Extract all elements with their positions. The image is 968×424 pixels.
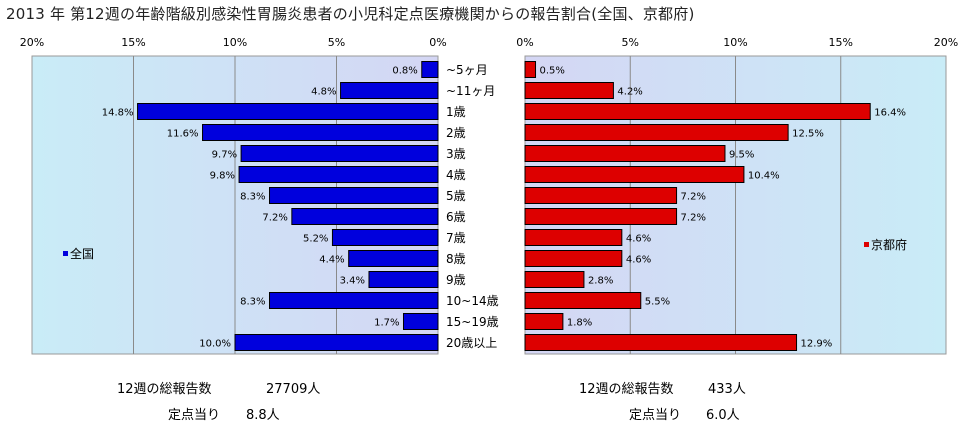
category-label: 9歳: [446, 273, 466, 287]
category-label: 3歳: [446, 147, 466, 161]
bar-national: [368, 271, 439, 288]
bar-kyoto: [524, 61, 537, 78]
bar-national: [202, 124, 439, 141]
tick-label-left: 5%: [328, 36, 345, 49]
tick-label-left: 20%: [20, 36, 44, 49]
category-label: 15~19歳: [446, 315, 499, 329]
tick-label-right: 0%: [516, 36, 533, 49]
data-label-kyoto: 5.5%: [645, 297, 670, 308]
data-label-kyoto: 10.4%: [748, 171, 780, 182]
bar-kyoto: [524, 250, 623, 267]
bar-kyoto: [524, 145, 726, 162]
legend-swatch-national: [63, 251, 68, 256]
bar-kyoto: [524, 208, 678, 225]
bar-kyoto: [524, 229, 623, 246]
tick-label-left: 15%: [121, 36, 145, 49]
bar-national: [291, 208, 439, 225]
data-label-national: 7.2%: [262, 213, 287, 224]
category-label: ~5ヶ月: [446, 63, 488, 77]
data-label-national: 11.6%: [167, 129, 199, 140]
data-label-kyoto: 1.8%: [567, 318, 592, 329]
data-label-kyoto: 2.8%: [588, 276, 613, 287]
data-label-national: 9.7%: [212, 150, 237, 161]
category-label: 20歳以上: [446, 336, 497, 350]
data-label-national: 4.4%: [319, 255, 344, 266]
bar-kyoto: [524, 271, 585, 288]
tick-label-right: 20%: [934, 36, 958, 49]
bar-national: [269, 187, 439, 204]
legend-label-national: 全国: [70, 246, 94, 261]
data-label-national: 8.3%: [240, 192, 265, 203]
legend-kyoto: 京都府: [864, 237, 907, 252]
category-label: 1歳: [446, 105, 466, 119]
category-label: 4歳: [446, 168, 466, 182]
bar-national: [331, 229, 439, 246]
tick-label-right: 10%: [723, 36, 747, 49]
kyoto-per-label: 定点当り: [629, 408, 682, 423]
data-label-kyoto: 0.5%: [540, 66, 565, 77]
category-label: 6歳: [446, 210, 466, 224]
data-label-kyoto: 4.2%: [617, 87, 642, 98]
data-label-national: 8.3%: [240, 297, 265, 308]
legend-national: 全国: [63, 246, 94, 261]
data-label-kyoto: 4.6%: [626, 255, 651, 266]
data-label-national: 10.0%: [199, 339, 231, 350]
bar-kyoto: [524, 187, 678, 204]
data-label-national: 9.8%: [210, 171, 235, 182]
data-label-national: 14.8%: [102, 108, 134, 119]
legend-label-kyoto: 京都府: [871, 237, 907, 252]
page-title: 2013 年 第12週の年齢階級別感染性胃腸炎患者の小児科定点医療機関からの報告…: [6, 5, 695, 23]
bar-national: [421, 61, 439, 78]
bar-kyoto: [524, 292, 642, 309]
kyoto-total-label: 12週の総報告数: [579, 382, 674, 397]
category-label: 7歳: [446, 231, 466, 245]
data-label-kyoto: 12.5%: [792, 129, 824, 140]
national-per-label: 定点当り: [168, 408, 221, 423]
data-label-kyoto: 9.5%: [729, 150, 754, 161]
category-label: 5歳: [446, 189, 466, 203]
bar-national: [348, 250, 439, 267]
data-label-national: 5.2%: [303, 234, 328, 245]
data-label-kyoto: 4.6%: [626, 234, 651, 245]
data-label-national: 4.8%: [311, 87, 336, 98]
category-label: 10~14歳: [446, 294, 499, 308]
bar-kyoto: [524, 334, 798, 351]
data-label-national: 0.8%: [392, 66, 417, 77]
bar-kyoto: [524, 82, 614, 99]
bars: 0.8% 0.5% 4.8% 4.2% 14.8% 16.4% 11.6% 12.5% 9.7%…: [102, 61, 906, 351]
bar-kyoto: [524, 124, 789, 141]
bar-national: [234, 334, 439, 351]
national-total-value: 27709人: [266, 382, 321, 397]
category-label: ~11ヶ月: [446, 84, 495, 98]
bar-national: [137, 103, 439, 120]
category-label: 8歳: [446, 252, 466, 266]
bar-national: [340, 82, 439, 99]
bar-kyoto: [524, 166, 745, 183]
axis-ticks: 20% 15% 10% 5% 0% 0% 5% 10% 15% 20%: [20, 36, 958, 49]
bar-national: [402, 313, 439, 330]
data-label-kyoto: 12.9%: [801, 339, 833, 350]
bar-national: [269, 292, 439, 309]
tick-label-left: 10%: [223, 36, 247, 49]
national-total-label: 12週の総報告数: [117, 382, 212, 397]
bar-kyoto: [524, 313, 564, 330]
tick-label-right: 15%: [829, 36, 853, 49]
data-label-national: 3.4%: [340, 276, 365, 287]
tick-label-left: 0%: [429, 36, 446, 49]
data-label-national: 1.7%: [374, 318, 399, 329]
tick-label-right: 5%: [622, 36, 639, 49]
bar-national: [240, 145, 439, 162]
data-label-kyoto: 7.2%: [681, 213, 706, 224]
bar-kyoto: [524, 103, 871, 120]
bar-national: [238, 166, 439, 183]
legend-swatch-kyoto: [864, 242, 869, 247]
category-labels: ~5ヶ月 ~11ヶ月 1歳 2歳 3歳 4歳 5歳 6歳 7歳 8歳 9歳 10~14歳 15~19歳 2…: [446, 63, 499, 350]
national-per-value: 8.8人: [246, 408, 280, 423]
kyoto-per-value: 6.0人: [706, 408, 740, 423]
kyoto-total-value: 433人: [708, 382, 746, 397]
data-label-kyoto: 16.4%: [874, 108, 906, 119]
data-label-kyoto: 7.2%: [681, 192, 706, 203]
category-label: 2歳: [446, 126, 466, 140]
